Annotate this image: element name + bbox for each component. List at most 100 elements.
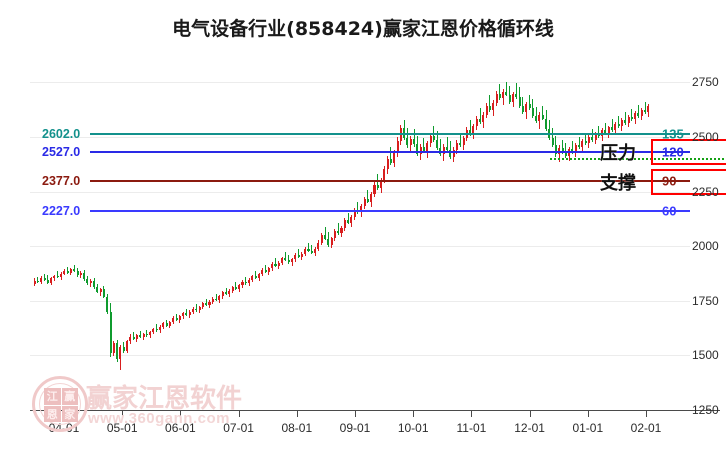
- candle-wick: [235, 281, 237, 290]
- candle-wick: [578, 137, 580, 150]
- candle-wick: [499, 84, 501, 101]
- candle-wick: [644, 101, 646, 115]
- candle-wick: [542, 105, 544, 121]
- candle-wick: [423, 138, 425, 153]
- candle-body: [244, 281, 247, 284]
- candle-wick: [73, 265, 75, 273]
- candle-body: [446, 146, 449, 151]
- candle-body: [419, 147, 422, 155]
- watermark-seal-icon: 江赢恩家: [32, 376, 88, 432]
- candle-body: [393, 152, 396, 163]
- candle-wick: [133, 332, 135, 341]
- candle-body: [241, 281, 244, 286]
- candle-body: [201, 302, 204, 307]
- candle-body: [436, 139, 439, 148]
- support-highlight-box[interactable]: [651, 169, 726, 195]
- candle-body: [33, 280, 36, 284]
- candle-body: [350, 217, 353, 223]
- candle-wick: [406, 128, 408, 148]
- candle-body: [597, 133, 600, 137]
- candle-body: [512, 94, 515, 102]
- candle-body: [545, 118, 548, 130]
- candle-wick: [311, 245, 313, 255]
- candle-body: [502, 91, 505, 99]
- candle-body: [221, 292, 224, 297]
- candle-body: [380, 180, 383, 189]
- candle-body: [211, 298, 214, 302]
- candle-body: [254, 276, 257, 278]
- candle-wick: [439, 138, 441, 157]
- candle-body: [578, 145, 581, 148]
- candle-wick: [479, 107, 481, 124]
- y-axis-tick-label: 2750: [692, 75, 719, 90]
- candle-body: [40, 277, 43, 282]
- x-axis-tick-label: 12-01: [514, 421, 545, 435]
- candle-body: [515, 94, 518, 97]
- candle-body: [396, 141, 399, 153]
- x-axis-tick-label: 10-01: [397, 421, 429, 435]
- candle-body: [406, 138, 409, 146]
- candle-wick: [225, 287, 227, 296]
- resistance-highlight-box[interactable]: [651, 139, 726, 165]
- candle-body: [267, 268, 270, 272]
- candle-body: [178, 316, 181, 320]
- candle-body: [162, 323, 165, 327]
- candle-wick: [100, 287, 102, 296]
- candle-body: [248, 279, 251, 284]
- candle-body: [482, 114, 485, 122]
- y-gridline: [30, 300, 690, 302]
- candle-wick: [624, 112, 626, 125]
- x-axis-tick: [587, 410, 589, 417]
- candle-wick: [337, 223, 339, 235]
- candle-body: [66, 270, 69, 273]
- candle-wick: [308, 242, 309, 252]
- candle-body: [317, 242, 320, 249]
- candle-body: [135, 334, 138, 339]
- x-axis-tick: [180, 410, 182, 417]
- candle-body: [290, 259, 294, 263]
- candle-body: [495, 93, 498, 103]
- y-gridline: [30, 191, 690, 193]
- candle-body: [564, 151, 567, 157]
- watermark-seal-char: 江: [44, 388, 61, 405]
- candle-body: [99, 288, 102, 292]
- y-gridline: [30, 246, 690, 248]
- y-axis-tick-label: 1750: [692, 293, 719, 308]
- candle-body: [469, 130, 472, 134]
- y-axis-tick-label: 2250: [692, 184, 719, 199]
- candle-body: [637, 113, 640, 116]
- candle-body: [413, 138, 416, 145]
- x-axis-tick-label: 09-01: [339, 421, 371, 435]
- candle-wick: [245, 277, 247, 285]
- candle-body: [525, 104, 528, 112]
- candle-body: [340, 228, 343, 234]
- watermark-url: www.360gann.com: [88, 410, 230, 427]
- gann-level-line: [90, 180, 690, 182]
- candle-body: [330, 238, 333, 245]
- candle-body: [554, 145, 557, 155]
- candle-body: [43, 277, 46, 280]
- candle-body: [172, 318, 175, 323]
- candle-wick: [176, 313, 178, 322]
- candle-wick: [185, 309, 187, 317]
- candle-wick: [515, 83, 517, 99]
- candle-body: [383, 169, 386, 181]
- candle-body: [360, 206, 363, 213]
- candle-body: [60, 273, 63, 278]
- candle-wick: [535, 106, 537, 124]
- candle-wick: [637, 105, 639, 118]
- gann-left-price-label: 2527.0: [42, 145, 81, 159]
- candle-body: [122, 347, 125, 351]
- y-gridline: [30, 355, 690, 357]
- candle-body: [337, 231, 340, 234]
- candle-wick: [139, 331, 141, 338]
- candle-body: [574, 145, 577, 152]
- candle-body: [366, 199, 369, 202]
- candle-body: [439, 147, 442, 154]
- gann-left-price-label: 2602.0: [42, 127, 81, 141]
- candle-wick: [522, 96, 524, 114]
- candle-body: [310, 250, 313, 253]
- x-axis-tick: [296, 410, 298, 417]
- x-axis-tick: [238, 410, 240, 417]
- candle-body: [455, 142, 458, 150]
